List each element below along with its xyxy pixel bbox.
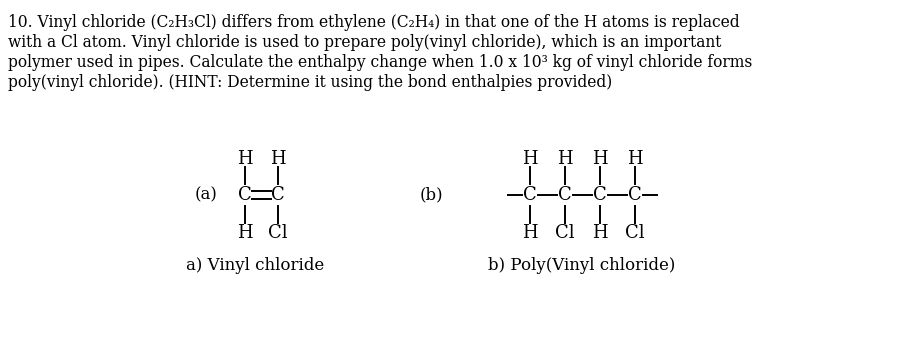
Text: a) Vinyl chloride: a) Vinyl chloride xyxy=(186,257,324,274)
Text: C: C xyxy=(558,186,572,204)
Text: H: H xyxy=(592,150,608,168)
Text: (a): (a) xyxy=(195,186,218,203)
Text: H: H xyxy=(557,150,573,168)
Text: C: C xyxy=(593,186,607,204)
Text: polymer used in pipes. Calculate the enthalpy change when 1.0 x 10³ kg of vinyl : polymer used in pipes. Calculate the ent… xyxy=(8,54,752,71)
Text: C: C xyxy=(238,186,252,204)
Text: C: C xyxy=(271,186,285,204)
Text: poly(vinyl chloride). (HINT: Determine it using the bond enthalpies provided): poly(vinyl chloride). (HINT: Determine i… xyxy=(8,74,613,91)
Text: b) Poly(Vinyl chloride): b) Poly(Vinyl chloride) xyxy=(488,257,675,274)
Text: 10. Vinyl chloride (C₂H₃Cl) differs from ethylene (C₂H₄) in that one of the H at: 10. Vinyl chloride (C₂H₃Cl) differs from… xyxy=(8,14,739,31)
Text: Cl: Cl xyxy=(555,224,575,242)
Text: H: H xyxy=(627,150,643,168)
Text: H: H xyxy=(237,150,253,168)
Text: H: H xyxy=(592,224,608,242)
Text: (b): (b) xyxy=(420,186,444,203)
Text: with a Cl atom. Vinyl chloride is used to prepare poly(vinyl chloride), which is: with a Cl atom. Vinyl chloride is used t… xyxy=(8,34,722,51)
Text: H: H xyxy=(270,150,286,168)
Text: H: H xyxy=(522,224,538,242)
Text: Cl: Cl xyxy=(268,224,287,242)
Text: H: H xyxy=(522,150,538,168)
Text: Cl: Cl xyxy=(626,224,645,242)
Text: C: C xyxy=(523,186,537,204)
Text: H: H xyxy=(237,224,253,242)
Text: C: C xyxy=(628,186,642,204)
